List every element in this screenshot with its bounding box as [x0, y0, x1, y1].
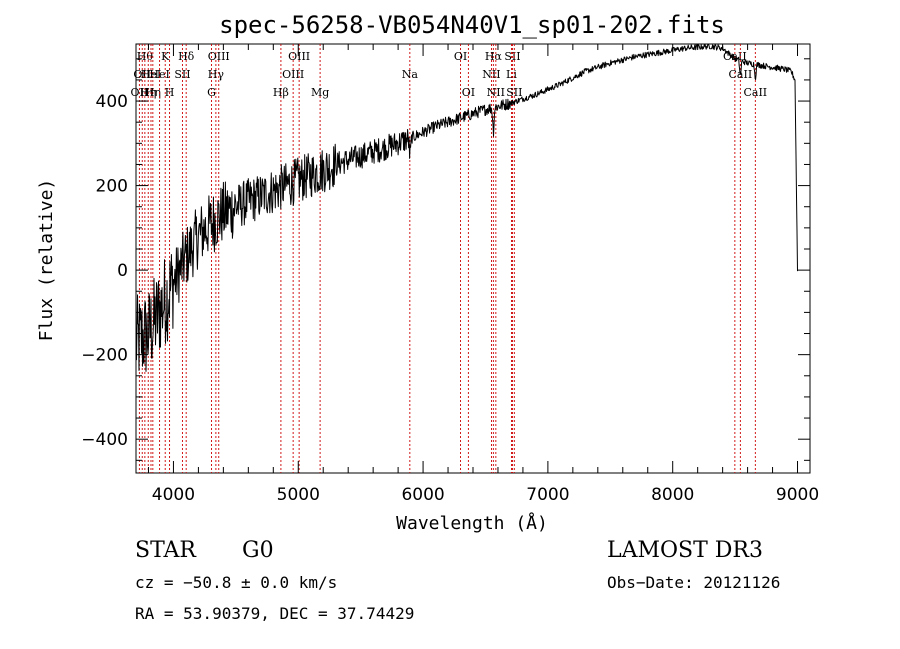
- chart-title: spec-56258-VB054N40V1_sp01-202.fits: [219, 11, 725, 39]
- redshift-cz: cz = −50.8 ± 0.0 km/s: [135, 573, 338, 592]
- spectral-line-label: Hβ: [273, 86, 289, 99]
- x-tick-label: 6000: [401, 485, 444, 505]
- y-tick-label: 400: [96, 92, 128, 112]
- spectral-line-label: Hθ: [137, 50, 154, 63]
- plot-frame: [135, 43, 811, 474]
- spectral-line-label: Hη: [140, 86, 156, 99]
- x-tick-label: 7000: [526, 485, 569, 505]
- spectral-line-label: G: [207, 86, 216, 99]
- y-tick-label: 0: [117, 261, 128, 281]
- y-tick-label: −400: [81, 430, 128, 450]
- object-subclass: G0: [242, 538, 274, 563]
- x-tick-label: 4000: [152, 485, 195, 505]
- spectral-line-label: SII: [506, 86, 522, 99]
- spectral-line-label: NII: [487, 86, 505, 99]
- x-tick-label: 8000: [651, 485, 694, 505]
- spectral-line-label: H: [165, 86, 175, 99]
- y-axis-label: Flux (relative): [36, 179, 57, 342]
- x-tick-label: 9000: [776, 485, 819, 505]
- spectral-line-label: Hδ: [178, 50, 195, 63]
- spectral-line-label: OIII: [282, 68, 304, 81]
- spectral-line-label: Mg: [311, 86, 329, 99]
- spectral-line-label: OII: [131, 86, 149, 99]
- spectral-line-label: SII: [174, 68, 190, 81]
- spectral-line-label: Hα: [485, 50, 503, 63]
- spectral-line-label: Hη: [145, 86, 161, 99]
- spectral-line-label: HeI: [141, 68, 161, 81]
- ra-dec-coordinates: RA = 53.90379, DEC = 37.74429: [135, 604, 415, 623]
- spectral-line-label: Li: [506, 68, 517, 81]
- spectrum: [135, 44, 798, 372]
- spectral-line-label: SII: [504, 50, 520, 63]
- spectral-line-label: Hγ: [208, 68, 225, 81]
- survey-name: LAMOST DR3: [607, 538, 763, 563]
- spectral-lines: OIIOIIHθHηHeIHηHeIKHSIIHδGHγOIIIHβOIIIOI…: [131, 44, 767, 473]
- x-tick-label: 5000: [277, 485, 320, 505]
- spectral-line-label: K: [161, 50, 170, 63]
- spectral-line-label: OII: [133, 68, 151, 81]
- y-tick-label: −200: [81, 346, 128, 366]
- spectral-line-label: OIII: [288, 50, 310, 63]
- observation-date: Obs−Date: 20121126: [607, 573, 781, 592]
- y-tick-label: 200: [96, 177, 128, 197]
- axes: [135, 43, 811, 474]
- spectrum-trace: [135, 44, 798, 372]
- spectral-line-label: Na: [402, 68, 419, 81]
- object-class: STAR: [135, 538, 196, 563]
- x-axis-label: Wavelength (Å): [396, 512, 548, 534]
- spectral-line-label: HeI: [149, 68, 169, 81]
- spectral-line-label: OI: [454, 50, 467, 63]
- spectral-line-label: OIII: [208, 50, 230, 63]
- spectral-line-label: CaII: [743, 86, 767, 99]
- spectral-line-label: NII: [482, 68, 500, 81]
- ticks: 4000 5000 6000 7000 8000 9000 −400 −200 0 200 400: [81, 44, 819, 505]
- spectral-line-label: OI: [462, 86, 475, 99]
